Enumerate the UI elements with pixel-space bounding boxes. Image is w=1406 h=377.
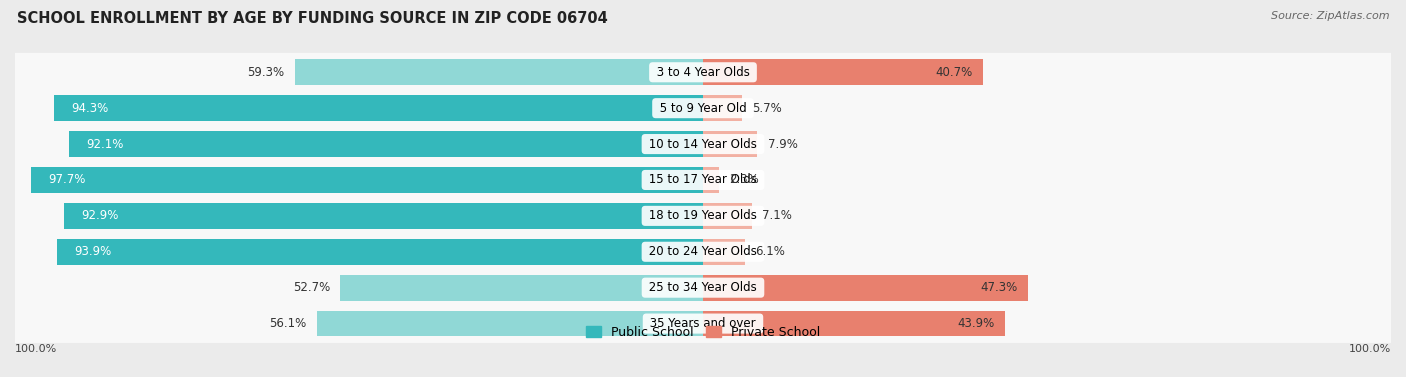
Text: 25 to 34 Year Olds: 25 to 34 Year Olds: [645, 281, 761, 294]
Bar: [703, 203, 752, 229]
Text: 100.0%: 100.0%: [1348, 345, 1391, 354]
Text: 6.1%: 6.1%: [755, 245, 785, 258]
Text: 7.9%: 7.9%: [768, 138, 797, 150]
Text: 15 to 17 Year Olds: 15 to 17 Year Olds: [645, 173, 761, 187]
FancyBboxPatch shape: [14, 196, 1392, 235]
Text: 59.3%: 59.3%: [247, 66, 284, 79]
FancyBboxPatch shape: [14, 161, 1392, 199]
Bar: [58, 239, 703, 265]
FancyBboxPatch shape: [14, 53, 1392, 92]
Text: 92.1%: 92.1%: [87, 138, 124, 150]
Bar: [703, 59, 983, 85]
Bar: [703, 167, 718, 193]
Text: 40.7%: 40.7%: [935, 66, 973, 79]
Bar: [69, 131, 703, 157]
Text: 100.0%: 100.0%: [15, 345, 58, 354]
Text: 20 to 24 Year Olds: 20 to 24 Year Olds: [645, 245, 761, 258]
Text: 97.7%: 97.7%: [48, 173, 86, 187]
Bar: [703, 275, 1028, 300]
Text: 7.1%: 7.1%: [762, 209, 792, 222]
Bar: [703, 95, 742, 121]
Text: 2.3%: 2.3%: [730, 173, 759, 187]
Bar: [703, 239, 745, 265]
Text: 5 to 9 Year Old: 5 to 9 Year Old: [655, 102, 751, 115]
Bar: [703, 131, 758, 157]
Bar: [295, 59, 703, 85]
Text: 5.7%: 5.7%: [752, 102, 782, 115]
FancyBboxPatch shape: [14, 89, 1392, 127]
Text: 10 to 14 Year Olds: 10 to 14 Year Olds: [645, 138, 761, 150]
Text: 92.9%: 92.9%: [82, 209, 118, 222]
FancyBboxPatch shape: [14, 232, 1392, 271]
Text: 43.9%: 43.9%: [957, 317, 994, 330]
Bar: [55, 95, 703, 121]
Text: SCHOOL ENROLLMENT BY AGE BY FUNDING SOURCE IN ZIP CODE 06704: SCHOOL ENROLLMENT BY AGE BY FUNDING SOUR…: [17, 11, 607, 26]
FancyBboxPatch shape: [14, 268, 1392, 307]
FancyBboxPatch shape: [14, 304, 1392, 343]
Legend: Public School, Private School: Public School, Private School: [581, 320, 825, 344]
Text: 3 to 4 Year Olds: 3 to 4 Year Olds: [652, 66, 754, 79]
Bar: [703, 311, 1005, 337]
Text: Source: ZipAtlas.com: Source: ZipAtlas.com: [1271, 11, 1389, 21]
Bar: [63, 203, 703, 229]
Bar: [340, 275, 703, 300]
Text: 94.3%: 94.3%: [72, 102, 108, 115]
Text: 93.9%: 93.9%: [75, 245, 111, 258]
FancyBboxPatch shape: [14, 125, 1392, 164]
Bar: [316, 311, 703, 337]
Bar: [31, 167, 703, 193]
Text: 35 Years and over: 35 Years and over: [647, 317, 759, 330]
Text: 18 to 19 Year Olds: 18 to 19 Year Olds: [645, 209, 761, 222]
Text: 52.7%: 52.7%: [292, 281, 330, 294]
Text: 56.1%: 56.1%: [270, 317, 307, 330]
Text: 47.3%: 47.3%: [981, 281, 1018, 294]
